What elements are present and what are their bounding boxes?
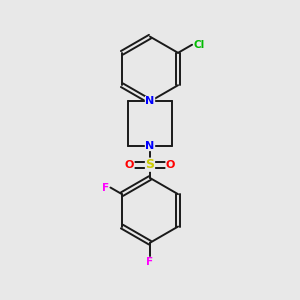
- Text: F: F: [102, 182, 109, 193]
- Text: N: N: [146, 141, 154, 151]
- Text: N: N: [146, 96, 154, 106]
- Text: S: S: [146, 158, 154, 171]
- Text: F: F: [146, 257, 154, 268]
- Text: O: O: [125, 160, 134, 170]
- Text: O: O: [166, 160, 175, 170]
- Text: Cl: Cl: [194, 40, 205, 50]
